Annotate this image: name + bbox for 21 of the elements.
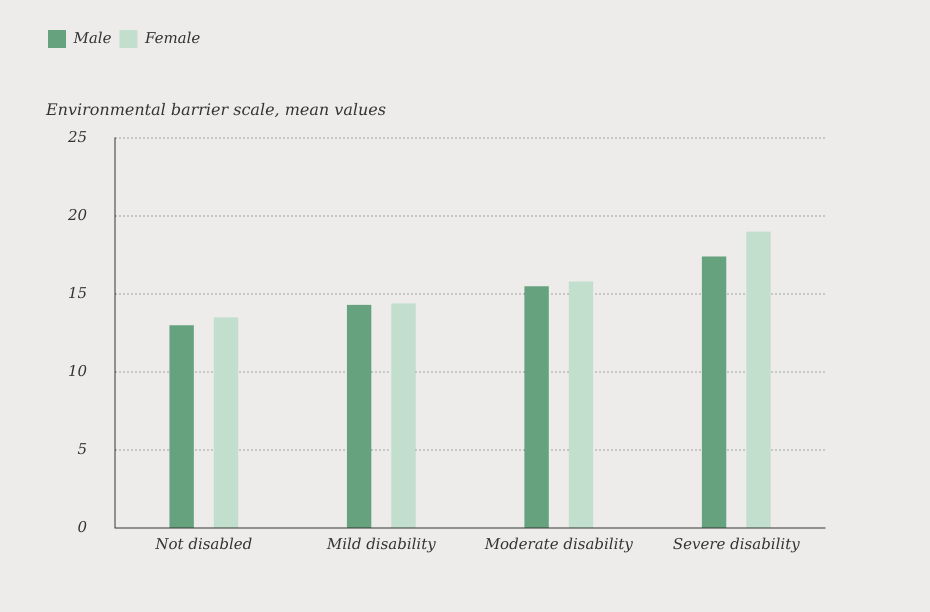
y-tick-label: 15: [68, 284, 88, 302]
bar: [568, 282, 594, 528]
y-axis-title: Environmental barrier scale, mean values: [46, 100, 386, 119]
legend-label: Male: [72, 28, 112, 47]
bar: [214, 317, 238, 528]
y-tick-label: 25: [66, 128, 88, 146]
x-tick-label: Moderate disability: [484, 534, 634, 553]
bar: [702, 256, 726, 528]
x-tick-label: Severe disability: [672, 534, 800, 553]
x-tick-label: Mild disability: [326, 534, 436, 553]
bar: [746, 232, 771, 528]
bar: [391, 303, 416, 528]
y-tick-label: 20: [66, 206, 88, 224]
y-tick-label: 5: [78, 440, 88, 458]
bar: [346, 304, 372, 528]
bar: [169, 325, 194, 528]
y-tick-label: 0: [78, 518, 88, 536]
bar: [524, 286, 549, 528]
y-tick-label: 10: [68, 362, 88, 380]
legend-label: Female: [144, 28, 200, 47]
x-tick-label: Not disabled: [154, 534, 252, 553]
